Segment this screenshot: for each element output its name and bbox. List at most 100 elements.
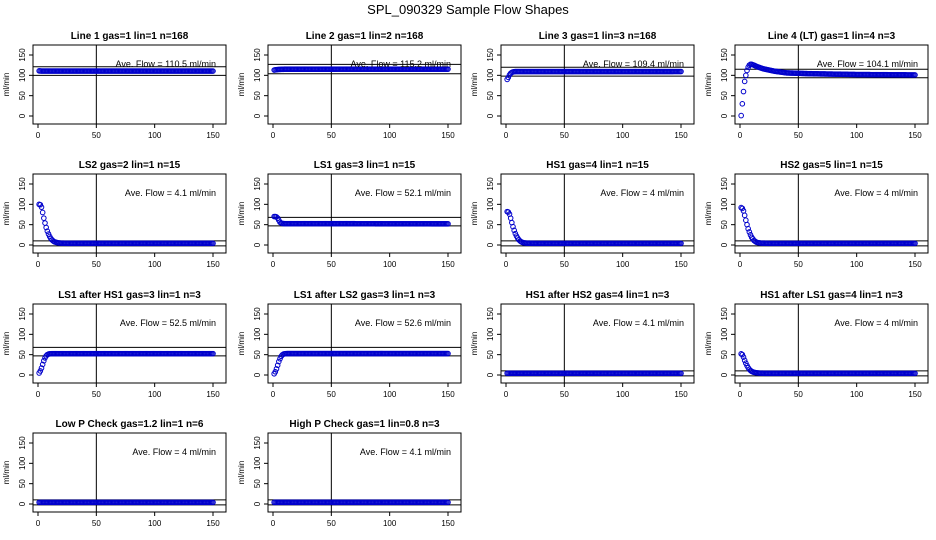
y-axis-label: ml/min (237, 202, 246, 226)
y-tick-label: 100 (253, 327, 262, 341)
data-point (744, 67, 750, 74)
x-tick-label: 50 (327, 390, 336, 399)
y-axis-label: ml/min (237, 461, 246, 485)
x-tick-label: 0 (271, 519, 276, 528)
x-tick-label: 100 (850, 390, 864, 399)
data-point (746, 229, 753, 235)
x-tick-label: 0 (36, 131, 41, 140)
y-axis-label: ml/min (704, 202, 713, 226)
y-tick-label: 100 (486, 197, 495, 211)
y-tick-label: 50 (486, 220, 495, 229)
panel-title: LS1 after HS1 gas=3 lin=1 n=3 (58, 290, 201, 301)
average-flow-annotation: Ave. Flow = 115.2 ml/min (351, 59, 451, 69)
x-tick-label: 50 (92, 260, 101, 269)
average-flow-annotation: Ave. Flow = 52.6 ml/min (355, 318, 451, 328)
x-tick-label: 150 (206, 260, 220, 269)
y-tick-label: 0 (253, 372, 262, 377)
plot-frame (500, 173, 695, 254)
x-tick-label: 100 (383, 260, 397, 269)
plot-frame (500, 44, 695, 125)
x-tick-label: 100 (850, 131, 864, 140)
x-tick-label: 100 (148, 390, 162, 399)
panel: HS1 after LS1 gas=4 lin=1 n=3 ml/min 0 50 10… (704, 290, 929, 399)
y-tick-label: 0 (18, 372, 27, 377)
y-tick-label: 0 (720, 372, 729, 377)
data-point (741, 357, 748, 364)
data-point (678, 68, 684, 75)
x-tick-label: 50 (92, 519, 101, 528)
data-point (678, 370, 684, 377)
x-tick-label: 50 (560, 131, 569, 140)
y-tick-label: 100 (253, 68, 262, 82)
x-tick-label: 50 (560, 260, 569, 269)
y-tick-label: 50 (720, 350, 729, 359)
x-tick-label: 100 (148, 519, 162, 528)
x-tick-label: 150 (674, 390, 688, 399)
plot-frame (267, 432, 462, 513)
average-flow-annotation: Ave. Flow = 109.4 ml/min (583, 59, 684, 69)
data-point (272, 368, 279, 375)
data-point (38, 204, 45, 210)
y-tick-label: 50 (486, 350, 495, 359)
x-tick-label: 100 (850, 260, 864, 269)
y-tick-label: 150 (18, 177, 27, 191)
y-tick-label: 0 (253, 242, 262, 247)
panel: HS1 after HS2 gas=4 lin=1 n=3 ml/min 0 50 10… (470, 290, 695, 399)
panel-title: Line 1 gas=1 lin=1 n=168 (71, 31, 189, 42)
data-point (738, 112, 744, 119)
panel-title: High P Check gas=1 lin=0.8 n=3 (289, 419, 440, 430)
x-tick-label: 150 (441, 519, 455, 528)
plot-frame (267, 44, 462, 125)
y-tick-label: 0 (486, 113, 495, 118)
panel: LS2 gas=2 lin=1 n=15 ml/min 0 50 100 150 0 50 10… (2, 160, 227, 269)
x-tick-label: 0 (504, 390, 509, 399)
plot-frame (32, 44, 227, 125)
y-axis-label: ml/min (2, 461, 11, 485)
data-point (210, 68, 216, 74)
x-tick-label: 50 (92, 131, 101, 140)
x-tick-label: 0 (504, 131, 509, 140)
y-tick-label: 150 (18, 436, 27, 450)
page-title: SPL_090329 Sample Flow Shapes (367, 2, 569, 17)
x-tick-label: 0 (271, 260, 276, 269)
y-axis-label: ml/min (470, 73, 479, 97)
average-flow-annotation: Ave. Flow = 4.1 ml/min (360, 447, 451, 457)
panel-title: Line 2 gas=1 lin=2 n=168 (306, 31, 424, 42)
plot-frame (32, 303, 227, 384)
x-tick-label: 50 (92, 390, 101, 399)
x-tick-label: 150 (206, 519, 220, 528)
x-tick-label: 150 (206, 390, 220, 399)
y-tick-label: 150 (253, 307, 262, 321)
panel: LS1 after HS1 gas=3 lin=1 n=3 ml/min 0 50 10… (2, 290, 227, 399)
y-tick-label: 150 (253, 177, 262, 191)
plot-frame (734, 173, 929, 254)
y-axis-label: ml/min (470, 202, 479, 226)
panel: Line 3 gas=1 lin=3 n=168 ml/min 0 50 100 150 0… (470, 31, 695, 140)
average-flow-annotation: Ave. Flow = 52.1 ml/min (355, 188, 451, 198)
x-tick-label: 0 (738, 131, 743, 140)
y-tick-label: 100 (18, 456, 27, 470)
data-point (912, 72, 918, 78)
y-tick-label: 100 (720, 197, 729, 211)
data-point (511, 227, 517, 234)
panel: Low P Check gas=1.2 lin=1 n=6 ml/min 0 50 10… (2, 419, 227, 528)
y-tick-label: 50 (18, 350, 27, 359)
panel: High P Check gas=1 lin=0.8 n=3 ml/min 0 50 1… (237, 419, 462, 528)
data-point (445, 221, 451, 227)
y-tick-label: 100 (18, 197, 27, 211)
x-tick-label: 0 (36, 390, 41, 399)
x-tick-label: 150 (908, 260, 922, 269)
data-point (41, 357, 47, 364)
y-tick-label: 50 (18, 220, 27, 229)
x-tick-label: 0 (738, 260, 743, 269)
average-flow-annotation: Ave. Flow = 4 ml/min (834, 318, 918, 328)
x-tick-label: 50 (327, 131, 336, 140)
data-point (44, 228, 51, 234)
data-point (210, 240, 216, 247)
data-point (740, 88, 747, 95)
y-tick-label: 0 (253, 113, 262, 118)
y-tick-label: 50 (486, 91, 495, 100)
data-point (42, 220, 48, 226)
x-tick-label: 100 (148, 260, 162, 269)
